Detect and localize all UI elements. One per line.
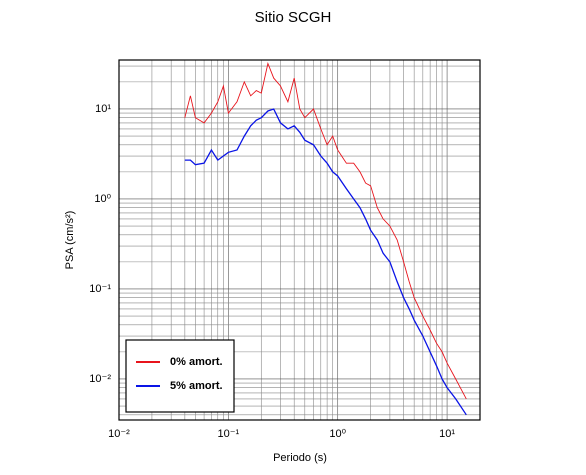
- chart-title: Sitio SCGH: [255, 9, 332, 26]
- x-tick-label: 10⁰: [329, 428, 346, 440]
- plot-frame: [118, 59, 481, 421]
- legend-label: 5% amort.: [170, 380, 223, 392]
- legend-label: 0% amort.: [170, 356, 223, 368]
- y-tick-label: 10⁻²: [89, 373, 111, 385]
- x-tick-label: 10⁻²: [108, 428, 130, 440]
- y-tick-label: 10¹: [95, 103, 111, 115]
- x-axis-label: Periodo (s): [273, 452, 327, 464]
- y-tick-label: 10⁻¹: [89, 283, 111, 295]
- data-line: [184, 61, 467, 400]
- data-line: [184, 108, 467, 416]
- y-tick-label: 10⁰: [94, 193, 111, 205]
- x-tick-label: 10¹: [439, 428, 455, 440]
- legend-box: [125, 339, 235, 413]
- y-axis-label: PSA (cm/s²): [64, 211, 76, 270]
- x-tick-label: 10⁻¹: [218, 428, 240, 440]
